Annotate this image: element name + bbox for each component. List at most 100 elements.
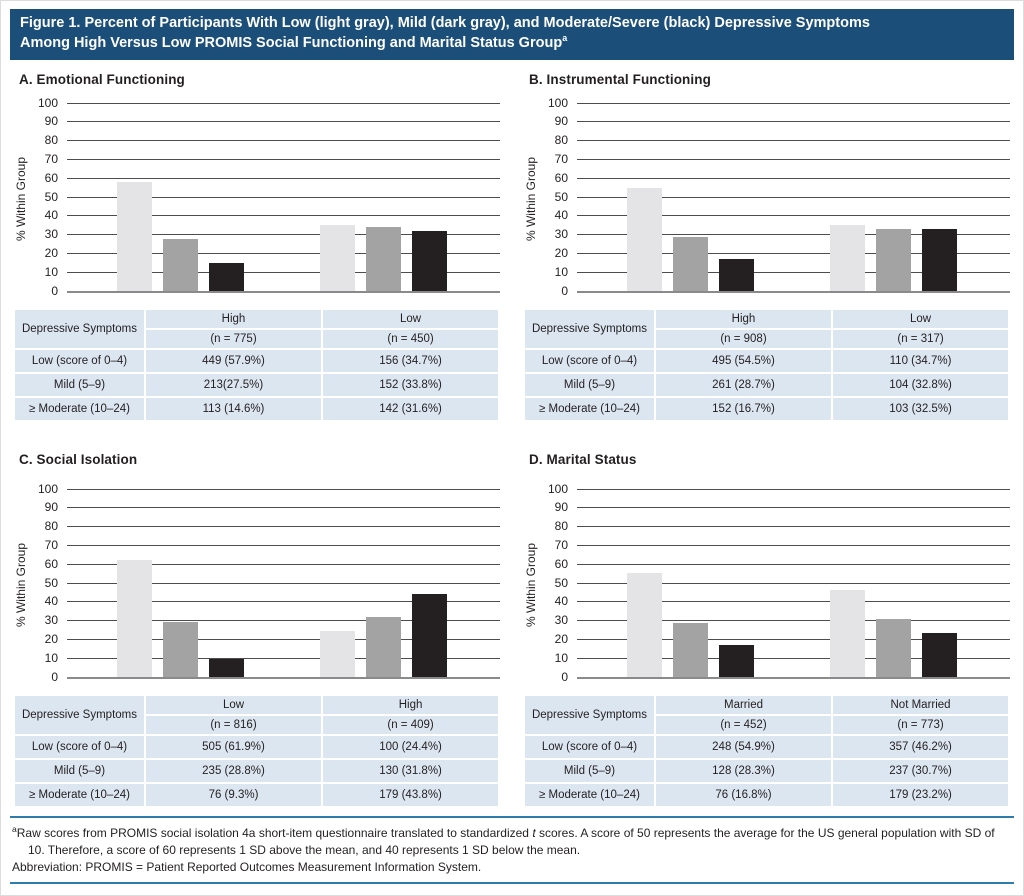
y-tick-label: 10: [44, 264, 58, 279]
row-label: ≥ Moderate (10–24): [523, 781, 656, 808]
row-label: Mild (5–9): [13, 757, 146, 784]
bar-mid: [672, 236, 708, 291]
cell-value: 261 (28.7%): [653, 371, 834, 398]
group-header: Low: [831, 307, 1011, 330]
gridline: [67, 271, 500, 273]
y-tick-label: 50: [44, 189, 58, 204]
bar-group-low: [116, 489, 244, 677]
y-axis-label-column: % Within Group: [11, 489, 31, 681]
y-axis-label-column: % Within Group: [11, 103, 31, 295]
table-row: Low (score of 0–4) 449 (57.9%) 156 (34.7…: [13, 347, 501, 374]
y-axis-label: % Within Group: [14, 542, 28, 627]
panel-title: C. Social Isolation: [19, 451, 138, 467]
y-axis-ticks: 100 90 80 70 60 50 40 30 20 10 0: [541, 96, 577, 296]
y-tick-label: 0: [561, 283, 568, 298]
gridline: [577, 601, 1010, 603]
x-axis-baseline: [577, 676, 1010, 679]
y-tick-label: 90: [44, 500, 58, 515]
bar-group-low: [830, 103, 958, 291]
gridline: [67, 657, 500, 659]
gridline: [67, 196, 500, 198]
table-row: ≥ Moderate (10–24) 152 (16.7%) 103 (32.5…: [523, 395, 1011, 422]
bar-dark: [718, 644, 754, 677]
bar-chart: % Within Group 100 90 80 70 60 50 40 30 20 10 0: [521, 96, 1013, 296]
footnote-part2: scores. A score of 50 represents the ave…: [28, 825, 995, 857]
summary-table: Depressive Symptoms Married Not Married …: [523, 693, 1011, 808]
y-tick-label: 10: [44, 650, 58, 665]
bottom-rule: [10, 881, 1014, 884]
y-tick-label: 60: [554, 556, 568, 571]
table-row: Mild (5–9) 235 (28.8%) 130 (31.8%): [13, 757, 501, 784]
row-label: Low (score of 0–4): [13, 347, 146, 374]
gridline: [577, 544, 1010, 546]
y-tick-label: 40: [44, 594, 58, 609]
x-axis-baseline: [577, 290, 1010, 293]
bar-light: [116, 181, 152, 291]
y-tick-label: 70: [554, 537, 568, 552]
y-tick-label: 30: [554, 226, 568, 241]
y-tick-label: 100: [37, 481, 58, 496]
cell-value: 248 (54.9%): [653, 733, 834, 760]
y-tick-label: 80: [44, 132, 58, 147]
summary-table: Depressive Symptoms High Low (n = 775) (…: [13, 307, 501, 422]
summary-table: Depressive Symptoms Low High (n = 816) (…: [13, 693, 501, 808]
panel-grid: A. Emotional Functioning % Within Group …: [1, 64, 1023, 808]
table-row: Low (score of 0–4) 248 (54.9%) 357 (46.2…: [523, 733, 1011, 760]
group-header: High: [143, 307, 324, 330]
table-row: Mild (5–9) 128 (28.3%) 237 (30.7%): [523, 757, 1011, 784]
cell-value: 235 (28.8%): [143, 757, 324, 784]
cell-value: 130 (31.8%): [321, 757, 501, 784]
row-label: ≥ Moderate (10–24): [523, 395, 656, 422]
bar-group-low: [320, 103, 448, 291]
y-tick-label: 40: [554, 208, 568, 223]
row-label: Low (score of 0–4): [523, 347, 656, 374]
y-axis-ticks: 100 90 80 70 60 50 40 30 20 10 0: [31, 482, 67, 682]
gridline: [67, 102, 500, 104]
cell-value: 76 (16.8%): [653, 781, 834, 808]
y-axis-label: % Within Group: [524, 156, 538, 241]
cell-value: 100 (24.4%): [321, 733, 501, 760]
gridline: [67, 234, 500, 236]
table-corner-header: Depressive Symptoms: [13, 307, 146, 350]
bar-group-not-married: [830, 489, 958, 677]
plot-area: [67, 102, 500, 293]
gridline: [577, 215, 1010, 217]
figure-title-text: Figure 1. Percent of Participants With L…: [20, 15, 870, 31]
gridline: [67, 252, 500, 254]
group-n: (n = 450): [321, 327, 501, 350]
y-tick-label: 20: [554, 245, 568, 260]
title-superscript: a: [562, 32, 568, 43]
panel-instrumental-functioning: B. Instrumental Functioning % Within Gro…: [521, 64, 1013, 422]
panel-social-isolation: C. Social Isolation % Within Group 100 90…: [11, 422, 503, 808]
y-tick-label: 0: [561, 669, 568, 684]
y-axis-ticks: 100 90 80 70 60 50 40 30 20 10 0: [541, 482, 577, 682]
y-tick-label: 0: [51, 283, 58, 298]
y-tick-label: 100: [547, 95, 568, 110]
row-label: Mild (5–9): [523, 371, 656, 398]
y-tick-label: 60: [554, 170, 568, 185]
y-tick-label: 0: [51, 669, 58, 684]
y-axis-label-column: % Within Group: [521, 489, 541, 681]
row-label: Mild (5–9): [13, 371, 146, 398]
bar-light: [830, 589, 866, 677]
group-n: (n = 452): [653, 713, 834, 736]
table-row: Low (score of 0–4) 505 (61.9%) 100 (24.4…: [13, 733, 501, 760]
cell-value: 152 (33.8%): [321, 371, 501, 398]
bar-mid: [876, 228, 912, 291]
y-tick-label: 20: [44, 631, 58, 646]
y-tick-label: 20: [554, 631, 568, 646]
panel-title: D. Marital Status: [529, 451, 637, 467]
gridline: [67, 158, 500, 160]
y-tick-label: 90: [44, 114, 58, 129]
figure-title-text: Among High Versus Low PROMIS Social Func…: [20, 34, 563, 51]
bar-light: [626, 188, 662, 291]
y-axis-label-column: % Within Group: [521, 103, 541, 295]
gridline: [577, 582, 1010, 584]
gridline: [67, 507, 500, 509]
gridline: [577, 507, 1010, 509]
row-label: Mild (5–9): [523, 757, 656, 784]
table-row: ≥ Moderate (10–24) 76 (16.8%) 179 (23.2%…: [523, 781, 1011, 808]
footnote-part1: Raw scores from PROMIS social isolation …: [16, 825, 533, 840]
y-tick-label: 70: [554, 151, 568, 166]
